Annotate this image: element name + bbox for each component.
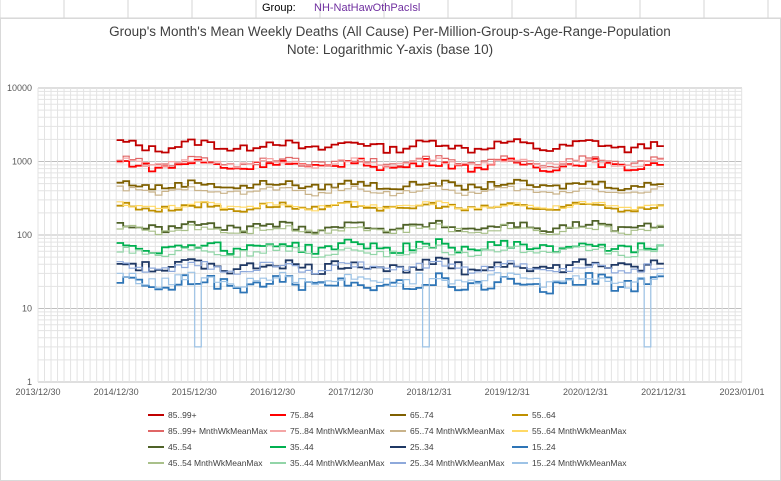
legend-entry: 65..74 MnthWkMeanMax [410,426,505,436]
series-line [116,138,664,154]
group-label: Group: [262,2,296,14]
x-tick-label: 2016/12/30 [250,387,295,397]
x-tick-label: 2023/01/01 [719,387,764,397]
x-tick-label: 2017/12/30 [328,387,373,397]
y-tick-label: 10 [22,304,32,314]
group-header: Group: NH-NatHawOthPacIsl [0,0,781,18]
legend-entry: 35..44 [290,442,314,452]
legend-entry: 55..64 [532,410,556,420]
series-line [116,157,664,169]
series-line [116,200,664,212]
x-tick-label: 2015/12/30 [172,387,217,397]
x-tick-label: 2020/12/31 [563,387,608,397]
y-tick-label: 100 [17,230,32,240]
legend-entry: 25..34 MnthWkMeanMax [410,458,505,468]
legend-entry: 75..84 [290,410,314,420]
x-tick-label: 2019/12/31 [485,387,530,397]
legend-entry: 35..44 MnthWkMeanMax [290,458,385,468]
legend-entry: 55..64 MnthWkMeanMax [532,426,627,436]
x-tick-label: 2013/12/30 [15,387,60,397]
series-line [116,223,664,236]
legend-entry: 45..54 MnthWkMeanMax [168,458,263,468]
series-line [116,178,664,192]
legend-entry: 65..74 [410,410,434,420]
legend-entry: 75..84 MnthWkMeanMax [290,426,385,436]
chart[interactable]: Group's Month's Mean Weekly Deaths (All … [0,18,781,481]
series-line [116,271,664,348]
x-tick-label: 2014/12/30 [94,387,139,397]
series-line [116,244,664,258]
legend-entry: 85..99+ [168,410,197,420]
y-tick-label: 10000 [7,83,32,93]
plot-area: 1 10 100 1000 10000 2013/12/30 2014/12/30 2015/… [7,83,765,397]
legend-entry: 15..24 [532,442,556,452]
series-line [116,185,664,197]
legend-entry: 25..34 [410,442,434,452]
x-tick-label: 2021/12/31 [641,387,686,397]
series-line [116,219,664,234]
x-tick-label: 2018/12/31 [407,387,452,397]
legend-entry: 45..54 [168,442,192,452]
y-tick-label: 1 [27,377,32,387]
chart-title: Group's Month's Mean Weekly Deaths (All … [109,24,671,39]
chart-subtitle: Note: Logarithmic Y-axis (base 10) [287,42,493,57]
series-line [116,260,664,275]
legend-entry: 15..24 MnthWkMeanMax [532,458,627,468]
legend: 85..99+ 75..84 65..74 55..64 85..99+ MnthWkM… [148,410,627,468]
y-tick-label: 1000 [12,157,32,167]
group-value[interactable]: NH-NatHawOthPacIsl [314,2,421,14]
legend-entry: 85..99+ MnthWkMeanMax [168,426,268,436]
